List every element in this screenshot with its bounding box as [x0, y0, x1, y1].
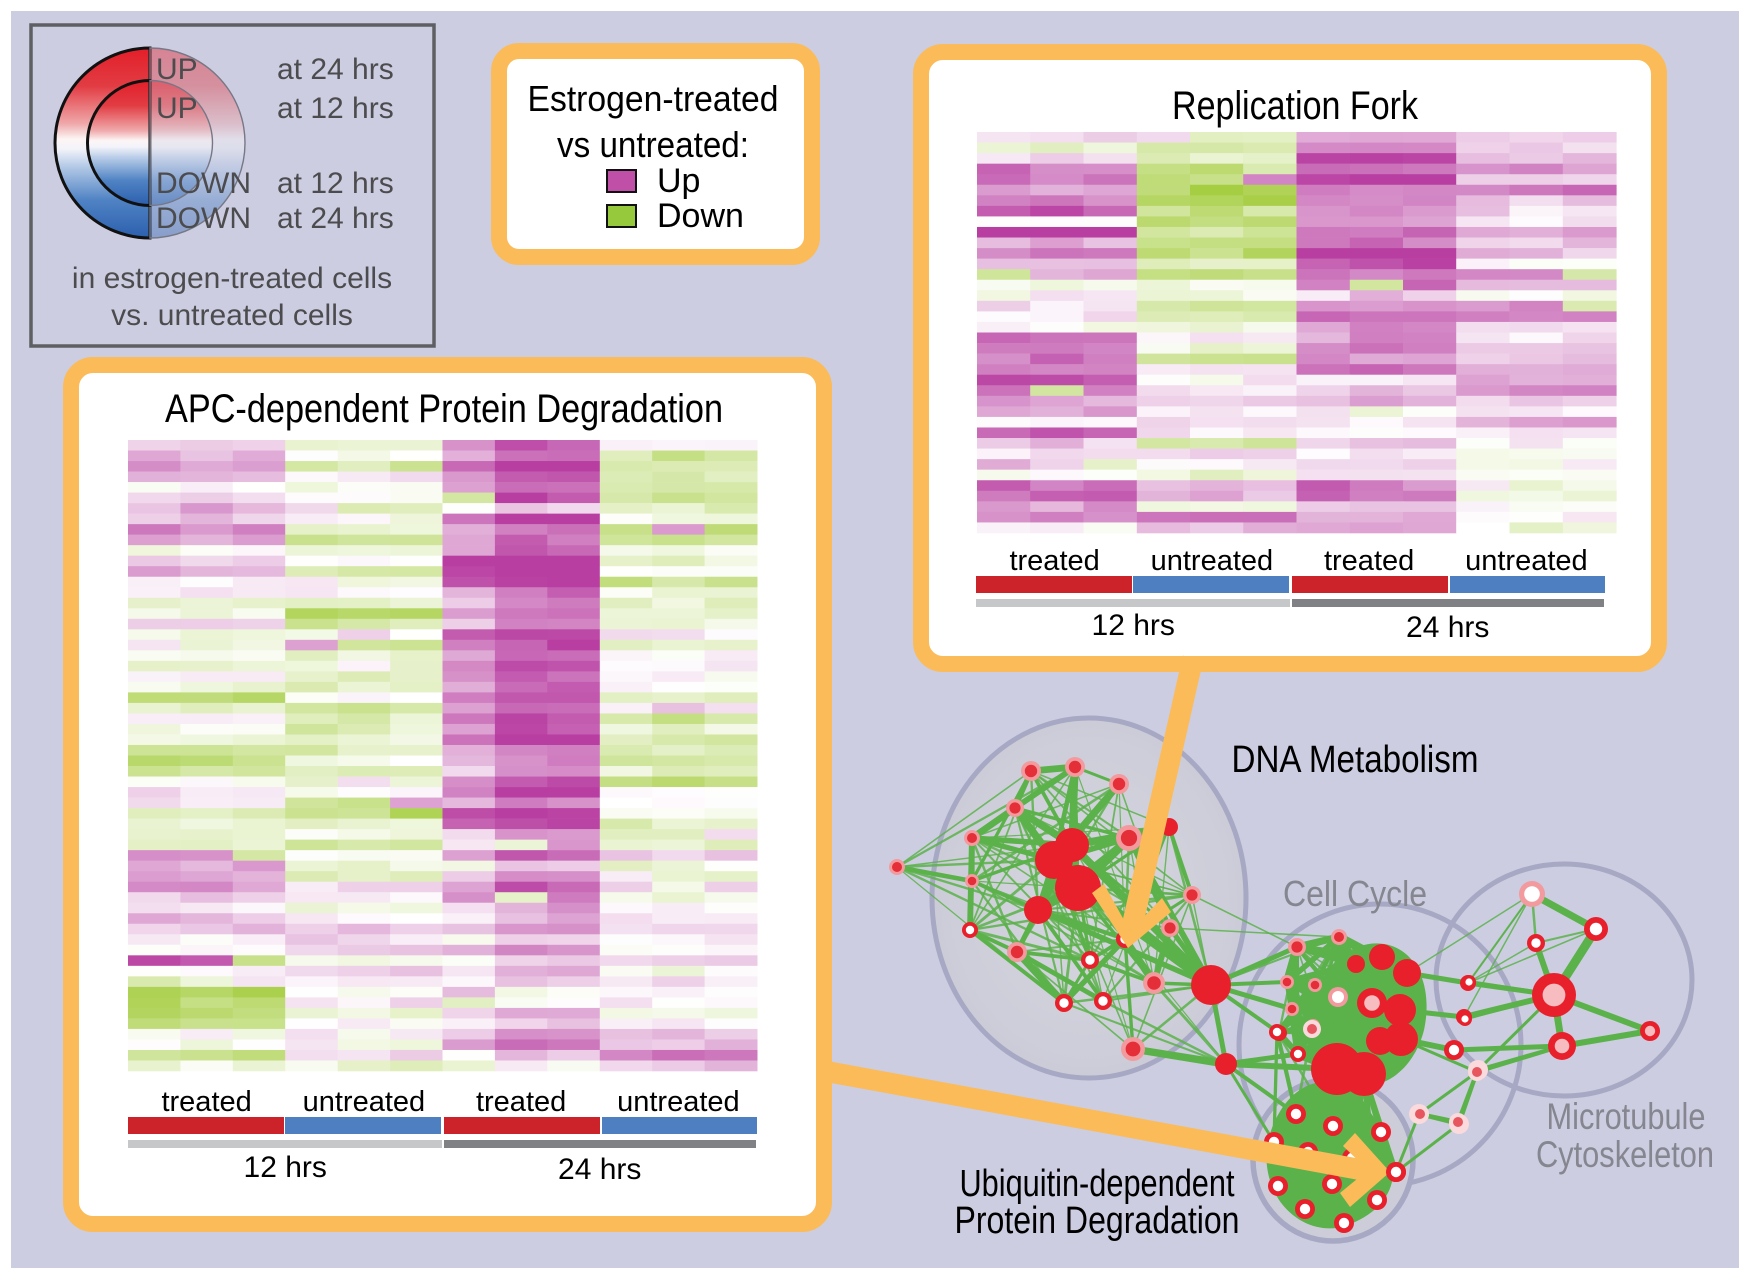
svg-text:untreated: untreated — [303, 1086, 426, 1118]
svg-text:DOWN: DOWN — [156, 167, 251, 200]
svg-text:vs. untreated cells: vs. untreated cells — [111, 299, 353, 332]
svg-text:untreated: untreated — [617, 1086, 740, 1118]
svg-text:Cytoskeleton: Cytoskeleton — [1536, 1134, 1714, 1175]
svg-text:Cell Cycle: Cell Cycle — [1283, 873, 1427, 914]
svg-text:Up: Up — [657, 162, 700, 200]
svg-text:APC-dependent Protein Degradat: APC-dependent Protein Degradation — [165, 387, 723, 431]
svg-text:UP: UP — [156, 92, 198, 125]
svg-text:at 12 hrs: at 12 hrs — [277, 167, 394, 200]
svg-text:UP: UP — [156, 53, 198, 86]
svg-text:at 24 hrs: at 24 hrs — [277, 202, 394, 235]
svg-text:12 hrs: 12 hrs — [1092, 609, 1175, 642]
svg-text:treated: treated — [1324, 545, 1414, 577]
svg-text:12 hrs: 12 hrs — [244, 1151, 327, 1184]
svg-text:untreated: untreated — [1465, 545, 1588, 577]
svg-text:DOWN: DOWN — [156, 202, 251, 235]
svg-text:treated: treated — [1009, 545, 1099, 577]
svg-text:DNA Metabolism: DNA Metabolism — [1232, 739, 1479, 781]
svg-text:Estrogen-treated: Estrogen-treated — [528, 78, 779, 119]
svg-text:at 24 hrs: at 24 hrs — [277, 53, 394, 86]
svg-text:in estrogen-treated cells: in estrogen-treated cells — [72, 262, 392, 295]
svg-text:untreated: untreated — [1151, 545, 1274, 577]
svg-text:Protein Degradation: Protein Degradation — [955, 1200, 1240, 1242]
svg-text:treated: treated — [161, 1086, 251, 1118]
svg-text:Microtubule: Microtubule — [1547, 1096, 1706, 1137]
svg-text:at 12 hrs: at 12 hrs — [277, 92, 394, 125]
svg-text:vs untreated:: vs untreated: — [557, 124, 749, 165]
svg-text:treated: treated — [476, 1086, 566, 1118]
svg-text:24 hrs: 24 hrs — [1406, 611, 1489, 644]
svg-text:Down: Down — [657, 197, 744, 235]
svg-text:Replication Fork: Replication Fork — [1172, 84, 1419, 128]
svg-text:Ubiquitin-dependent: Ubiquitin-dependent — [960, 1163, 1235, 1205]
svg-text:24 hrs: 24 hrs — [558, 1153, 641, 1186]
